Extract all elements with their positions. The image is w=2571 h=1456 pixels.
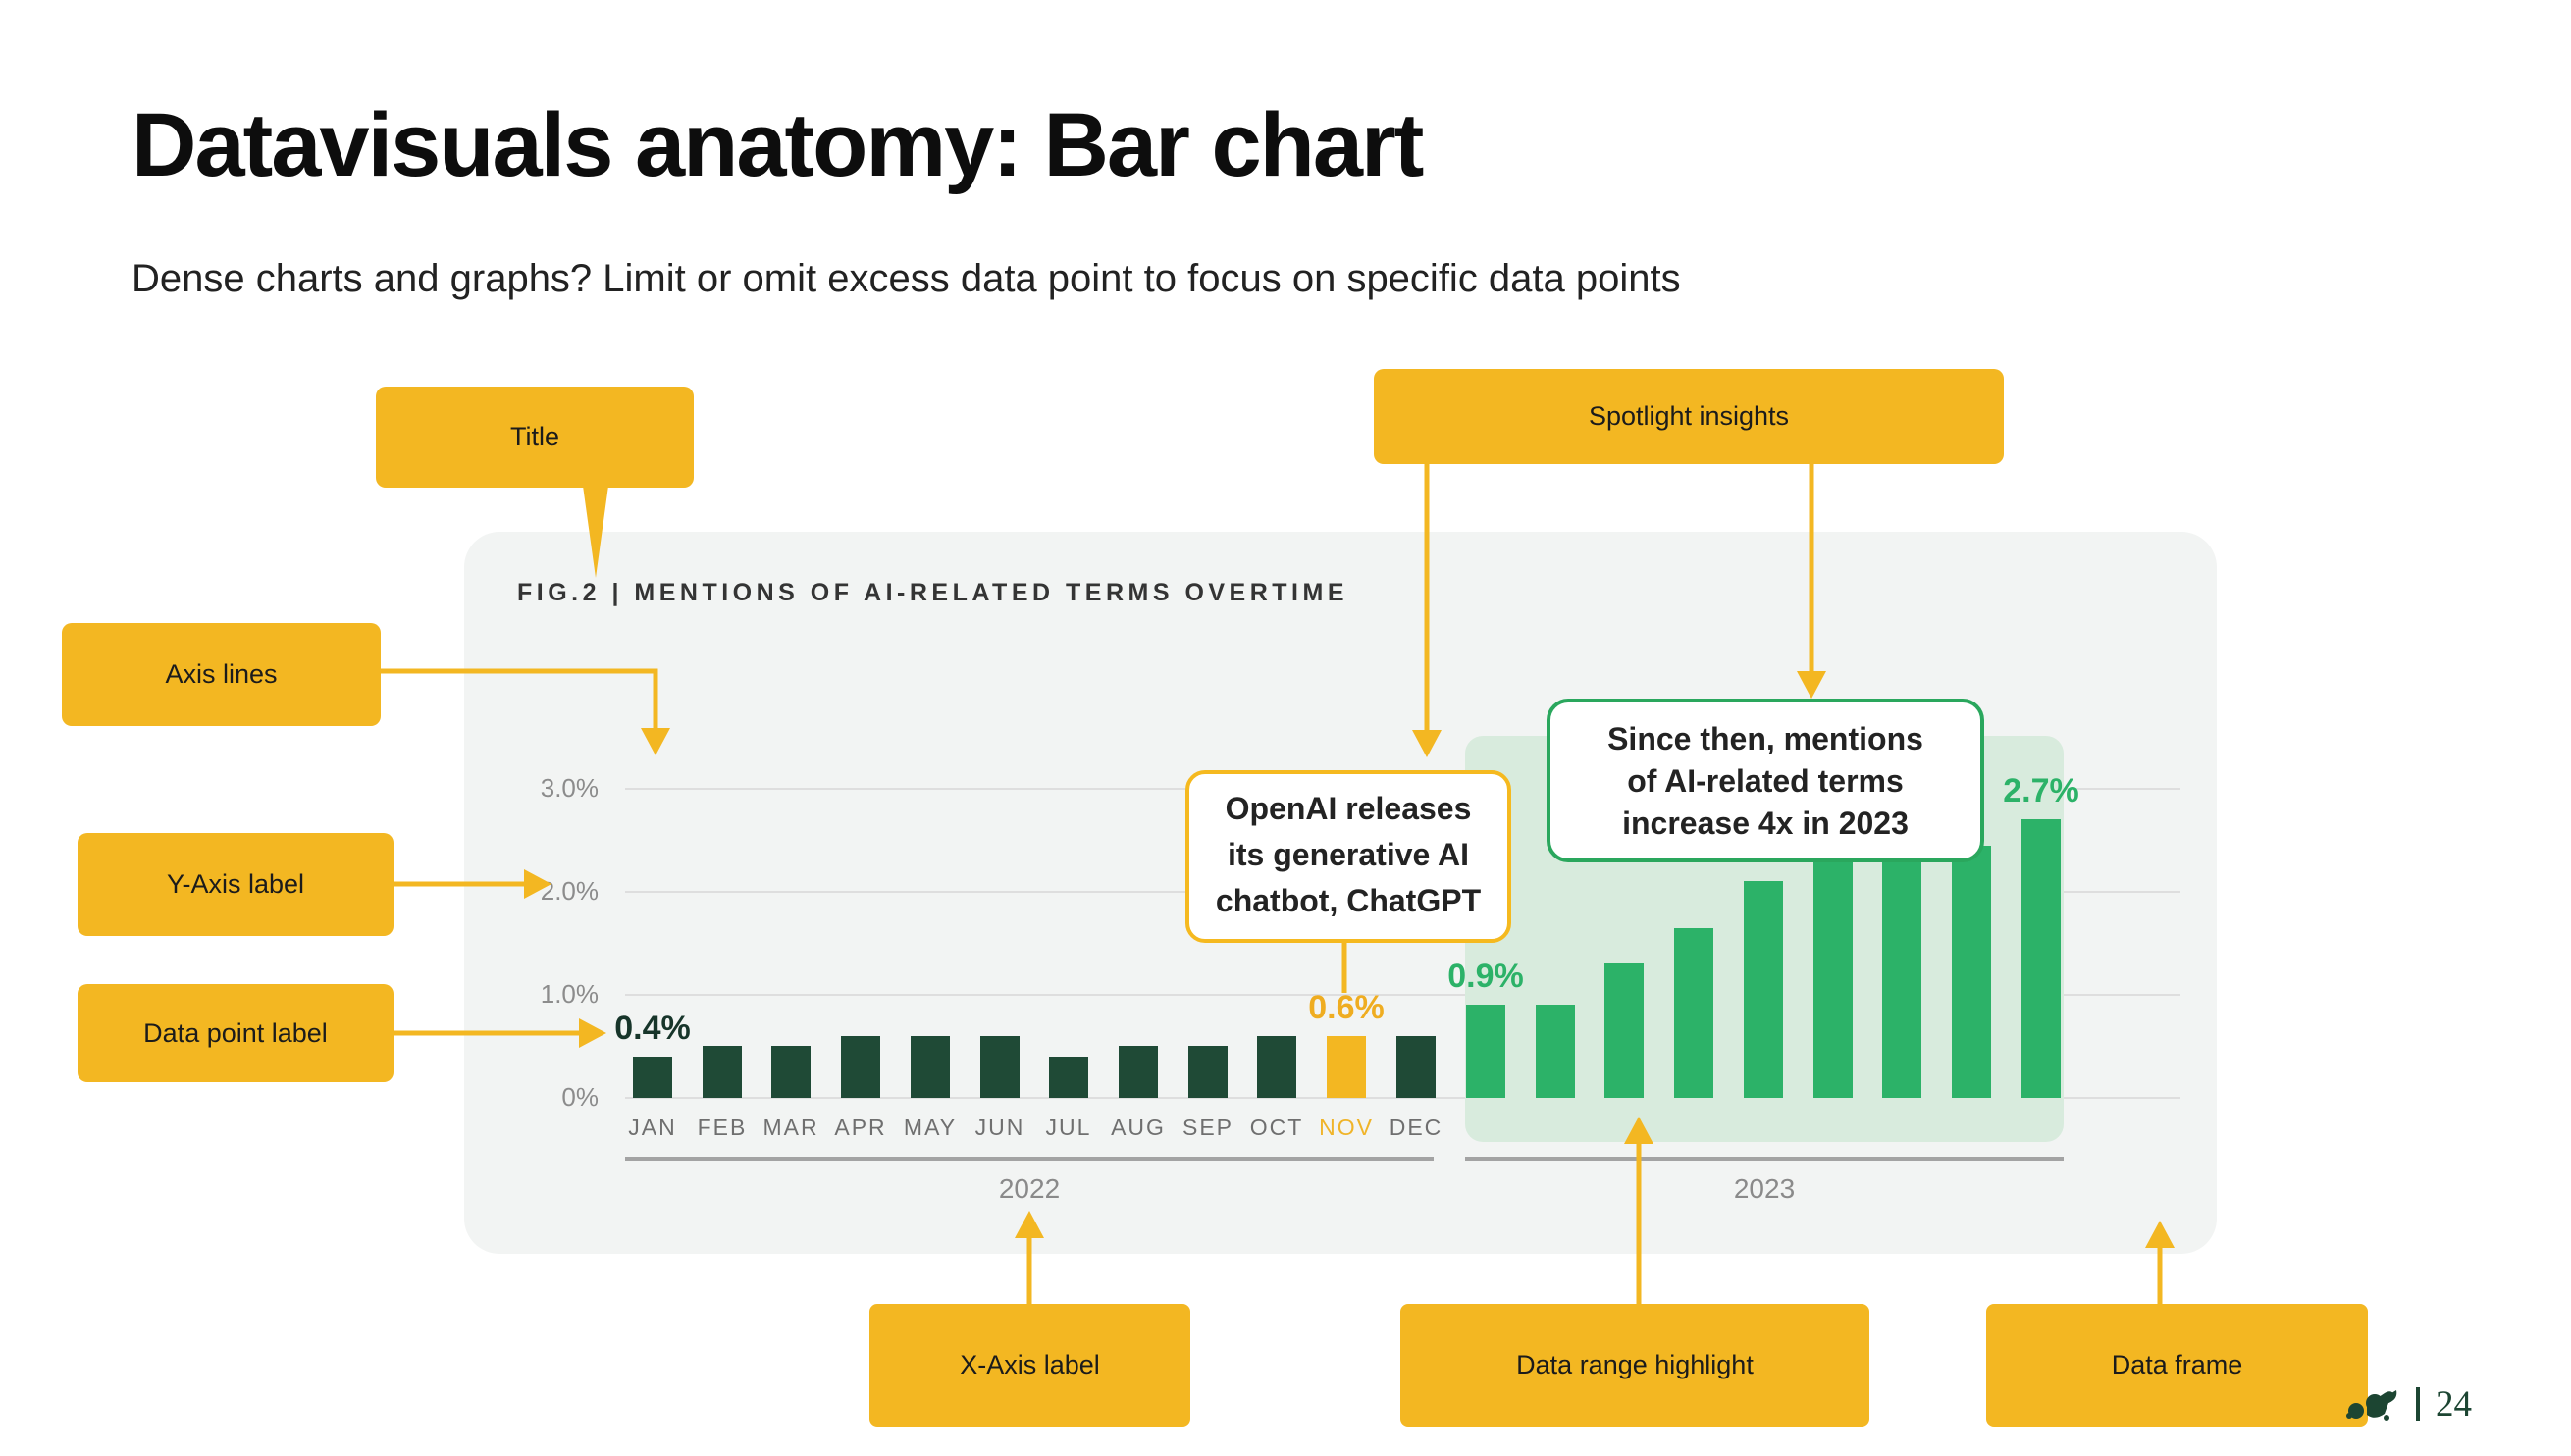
annotation-data-range-text: Data range highlight: [1516, 1350, 1754, 1379]
page-subtitle: Dense charts and graphs? Limit or omit e…: [131, 257, 1681, 300]
month-label-FEB: FEB: [697, 1115, 748, 1140]
bar-2022-2: [703, 1046, 742, 1098]
bar-2022-12: [1396, 1036, 1436, 1098]
x-axis-year-2022: 2022: [998, 1173, 1061, 1204]
annotation-data-point-text: Data point label: [143, 1017, 328, 1048]
bar-2023-5: [1744, 881, 1783, 1098]
month-label-MAR: MAR: [762, 1115, 819, 1140]
page-title: Datavisuals anatomy: Bar chart: [131, 95, 1424, 195]
annotation-data-frame-text: Data frame: [2111, 1350, 2243, 1379]
callout-since-line3: increase 4x in 2023: [1622, 806, 1909, 841]
bar-2022-6: [980, 1036, 1020, 1098]
annotation-spotlight-text: Spotlight insights: [1588, 401, 1790, 431]
annotation-y-axis-text: Y-Axis label: [166, 869, 305, 899]
data-label-0.9%: 0.9%: [1447, 958, 1524, 995]
annotation-axis-lines: Axis lines: [62, 623, 381, 726]
bar-2023-4: [1674, 928, 1713, 1098]
y-tick-3.0%: 3.0%: [540, 773, 599, 803]
bar-2023-8: [1952, 846, 1991, 1098]
month-label-MAY: MAY: [903, 1115, 958, 1140]
y-tick-0%: 0%: [561, 1082, 599, 1112]
callout-openai-chatgpt: OpenAI releases its generative AI chatbo…: [1185, 770, 1511, 943]
data-label-0.4%: 0.4%: [614, 1010, 691, 1047]
bar-2022-9: [1188, 1046, 1228, 1098]
y-tick-2.0%: 2.0%: [540, 876, 599, 906]
y-tick-1.0%: 1.0%: [540, 979, 599, 1009]
brand-dog-logo-icon: [2346, 1390, 2397, 1421]
gridline-0%: [625, 1097, 2180, 1099]
bar-2022-3: [771, 1046, 811, 1098]
month-label-OCT: OCT: [1249, 1115, 1304, 1140]
month-label-JUL: JUL: [1045, 1115, 1092, 1140]
page-number: 24: [2436, 1384, 2472, 1425]
bar-2023-3: [1604, 963, 1644, 1098]
annotation-data-frame: Data frame: [1986, 1304, 2368, 1427]
annotation-title-label: Title: [376, 387, 694, 488]
month-label-DEC: DEC: [1389, 1115, 1443, 1140]
annotation-y-axis-label: Y-Axis label: [78, 833, 394, 936]
callout-since-then: Since then, mentions of AI-related terms…: [1547, 699, 1984, 862]
month-label-JUN: JUN: [974, 1115, 1025, 1140]
bar-2023-6: [1813, 861, 1853, 1098]
x-axis-year-2023: 2023: [1733, 1173, 1796, 1204]
annotation-x-axis-label: X-Axis label: [869, 1304, 1190, 1427]
bar-2022-4: [841, 1036, 880, 1098]
chart-figure-title: FIG.2 | MENTIONS OF AI-RELATED TERMS OVE…: [517, 579, 1349, 606]
gridline-1.0%: [625, 994, 2180, 996]
data-label-0.6%: 0.6%: [1308, 989, 1385, 1026]
x-axis-line-2023: [1465, 1157, 2064, 1161]
footer-divider: [2416, 1387, 2420, 1421]
callout-openai-line2: its generative AI: [1227, 837, 1469, 872]
bar-2023-9: [2021, 819, 2061, 1098]
bar-2022-10: [1257, 1036, 1296, 1098]
x-axis-line-2022: [625, 1157, 1434, 1161]
annotation-spotlight-insights: Spotlight insights: [1374, 369, 2004, 464]
bar-2023-7: [1882, 851, 1921, 1098]
callout-openai-line3: chatbot, ChatGPT: [1215, 883, 1482, 918]
month-label-SEP: SEP: [1181, 1115, 1234, 1140]
callout-openai-line1: OpenAI releases: [1225, 791, 1472, 826]
callout-since-line2: of AI-related terms: [1627, 763, 1904, 799]
bar-2023-2: [1536, 1005, 1575, 1098]
bar-2022-1: [633, 1057, 672, 1098]
annotation-x-axis-text: X-Axis label: [960, 1350, 1100, 1379]
bar-2022-7: [1049, 1057, 1088, 1098]
callout-since-line1: Since then, mentions: [1607, 721, 1923, 756]
bar-2023-1: [1466, 1005, 1505, 1098]
annotation-data-range-highlight: Data range highlight: [1400, 1304, 1869, 1427]
bar-2022-11: [1327, 1036, 1366, 1098]
month-label-NOV: NOV: [1319, 1115, 1374, 1140]
annotation-axis-lines-text: Axis lines: [165, 659, 278, 689]
month-label-AUG: AUG: [1111, 1115, 1166, 1140]
bar-2022-8: [1119, 1046, 1158, 1098]
month-label-APR: APR: [834, 1115, 887, 1140]
data-label-2.7%: 2.7%: [2003, 772, 2079, 809]
bar-2022-5: [911, 1036, 950, 1098]
annotation-data-point-label: Data point label: [78, 984, 394, 1082]
month-label-JAN: JAN: [628, 1115, 677, 1140]
annotation-title-text: Title: [509, 422, 559, 451]
